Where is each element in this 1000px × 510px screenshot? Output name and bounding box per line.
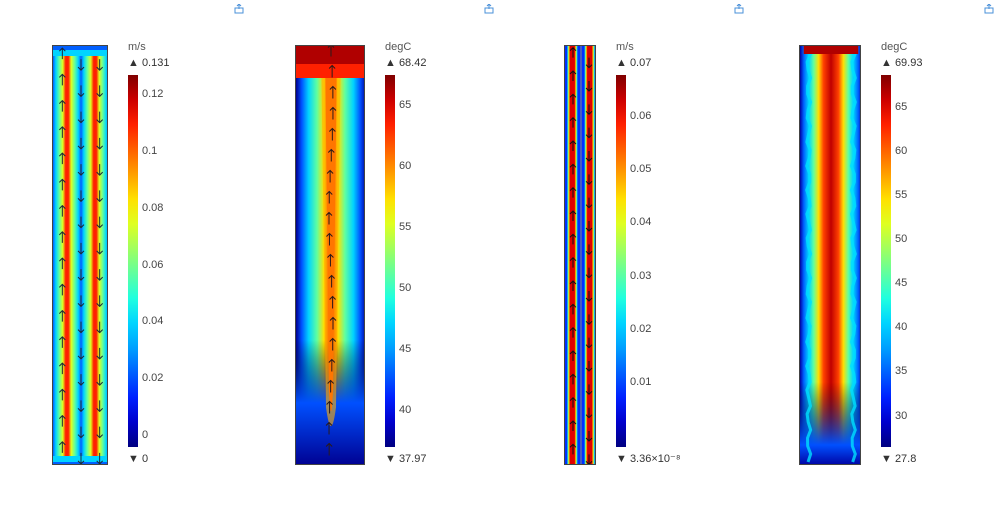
colorbar-tick: 65	[895, 101, 907, 113]
colorbar-ticks: 0.06 0.05 0.04 0.03 0.02 0.01	[630, 75, 680, 447]
colorbar-tick: 50	[399, 282, 411, 294]
field-plot-svg	[53, 46, 108, 465]
panel-temp-wide: degC ▲ 68.42 65 60 55 50 45 40 ▼ 37.97	[250, 0, 500, 510]
colorbar-unit: m/s	[616, 41, 634, 53]
colorbar-bar	[128, 75, 138, 447]
colorbar-tick: 0.02	[142, 372, 163, 384]
field-plot-svg	[800, 46, 861, 465]
colorbar-tick: 40	[895, 321, 907, 333]
colorbar-tick: 60	[895, 145, 907, 157]
field-plot	[799, 45, 861, 465]
colorbar-bar	[881, 75, 891, 447]
colorbar: m/s▲ 0.1310.120.10.080.060.040.020▼ 0	[128, 45, 198, 465]
figure-stage: m/s ▲ 0.131 0.12 0.1 0.08 0.06 0.04 0.02 0 ▼ 0	[0, 0, 1000, 510]
field-plot-svg	[296, 46, 365, 465]
export-icon[interactable]	[984, 4, 994, 14]
colorbar-ticks: 0.12 0.1 0.08 0.06 0.04 0.02 0	[142, 75, 192, 447]
colorbar-tick: 35	[895, 365, 907, 377]
field-plot	[295, 45, 365, 465]
colorbar-tick: 0	[142, 429, 148, 441]
colorbar-unit: m/s	[128, 41, 146, 53]
colorbar-ticks: 65 60 55 50 45 40 35 30	[895, 75, 945, 447]
colorbar-tick: 0.06	[630, 110, 651, 122]
colorbar-tick: 45	[895, 277, 907, 289]
colorbar-max: ▲ 0.131	[128, 57, 169, 69]
colorbar-tick: 0.12	[142, 88, 163, 100]
colorbar-tick: 30	[895, 410, 907, 422]
colorbar-tick: 0.02	[630, 323, 651, 335]
plot-with-legend: m/s▲ 0.1310.120.10.080.060.040.020▼ 0	[52, 45, 198, 465]
panel-temp-narrow: degC ▲ 69.93 65 60 55 50 45 40 35 30 ▼ 27.8	[750, 0, 1000, 510]
panel-velocity-narrow: m/s ▲ 0.07 0.06 0.05 0.04 0.03 0.02 0.01 ▼ 3.36×…	[500, 0, 750, 510]
field-plot-svg	[565, 46, 596, 465]
panel-velocity-wide: m/s ▲ 0.131 0.12 0.1 0.08 0.06 0.04 0.02 0 ▼ 0	[0, 0, 250, 510]
colorbar-tick: 0.01	[630, 376, 651, 388]
field-plot	[564, 45, 596, 465]
export-icon[interactable]	[234, 4, 244, 14]
colorbar-max: ▲ 0.07	[616, 57, 651, 69]
colorbar-min: ▼ 27.8	[881, 453, 916, 465]
colorbar-unit: degC	[385, 41, 411, 53]
colorbar-min: ▼ 3.36×10⁻⁸	[616, 452, 680, 465]
colorbar-tick: 0.04	[142, 315, 163, 327]
field-plot	[52, 45, 108, 465]
colorbar-unit: degC	[881, 41, 907, 53]
colorbar-bar	[616, 75, 626, 447]
colorbar-tick: 45	[399, 343, 411, 355]
colorbar-bar	[385, 75, 395, 447]
colorbar-tick: 40	[399, 404, 411, 416]
colorbar-tick: 0.03	[630, 270, 651, 282]
colorbar-tick: 0.08	[142, 202, 163, 214]
colorbar-max: ▲ 68.42	[385, 57, 426, 69]
colorbar: degC▲ 69.936560555045403530▼ 27.8	[881, 45, 951, 465]
colorbar-tick: 55	[399, 221, 411, 233]
plot-with-legend: m/s▲ 0.070.060.050.040.030.020.01▼ 3.36×…	[564, 45, 686, 465]
colorbar-min: ▼ 37.97	[385, 453, 426, 465]
export-icon[interactable]	[484, 4, 494, 14]
colorbar-tick: 55	[895, 189, 907, 201]
export-icon[interactable]	[734, 4, 744, 14]
colorbar-min: ▼ 0	[128, 453, 148, 465]
plot-with-legend: degC▲ 68.42656055504540▼ 37.97	[295, 45, 455, 465]
colorbar-max: ▲ 69.93	[881, 57, 922, 69]
colorbar-tick: 0.1	[142, 145, 157, 157]
colorbar-tick: 60	[399, 160, 411, 172]
plot-with-legend: degC▲ 69.936560555045403530▼ 27.8	[799, 45, 951, 465]
colorbar-tick: 0.04	[630, 216, 651, 228]
colorbar-tick: 50	[895, 233, 907, 245]
colorbar-ticks: 65 60 55 50 45 40	[399, 75, 449, 447]
colorbar: degC▲ 68.42656055504540▼ 37.97	[385, 45, 455, 465]
colorbar-tick: 65	[399, 99, 411, 111]
colorbar-tick: 0.06	[142, 259, 163, 271]
colorbar: m/s▲ 0.070.060.050.040.030.020.01▼ 3.36×…	[616, 45, 686, 465]
colorbar-tick: 0.05	[630, 163, 651, 175]
